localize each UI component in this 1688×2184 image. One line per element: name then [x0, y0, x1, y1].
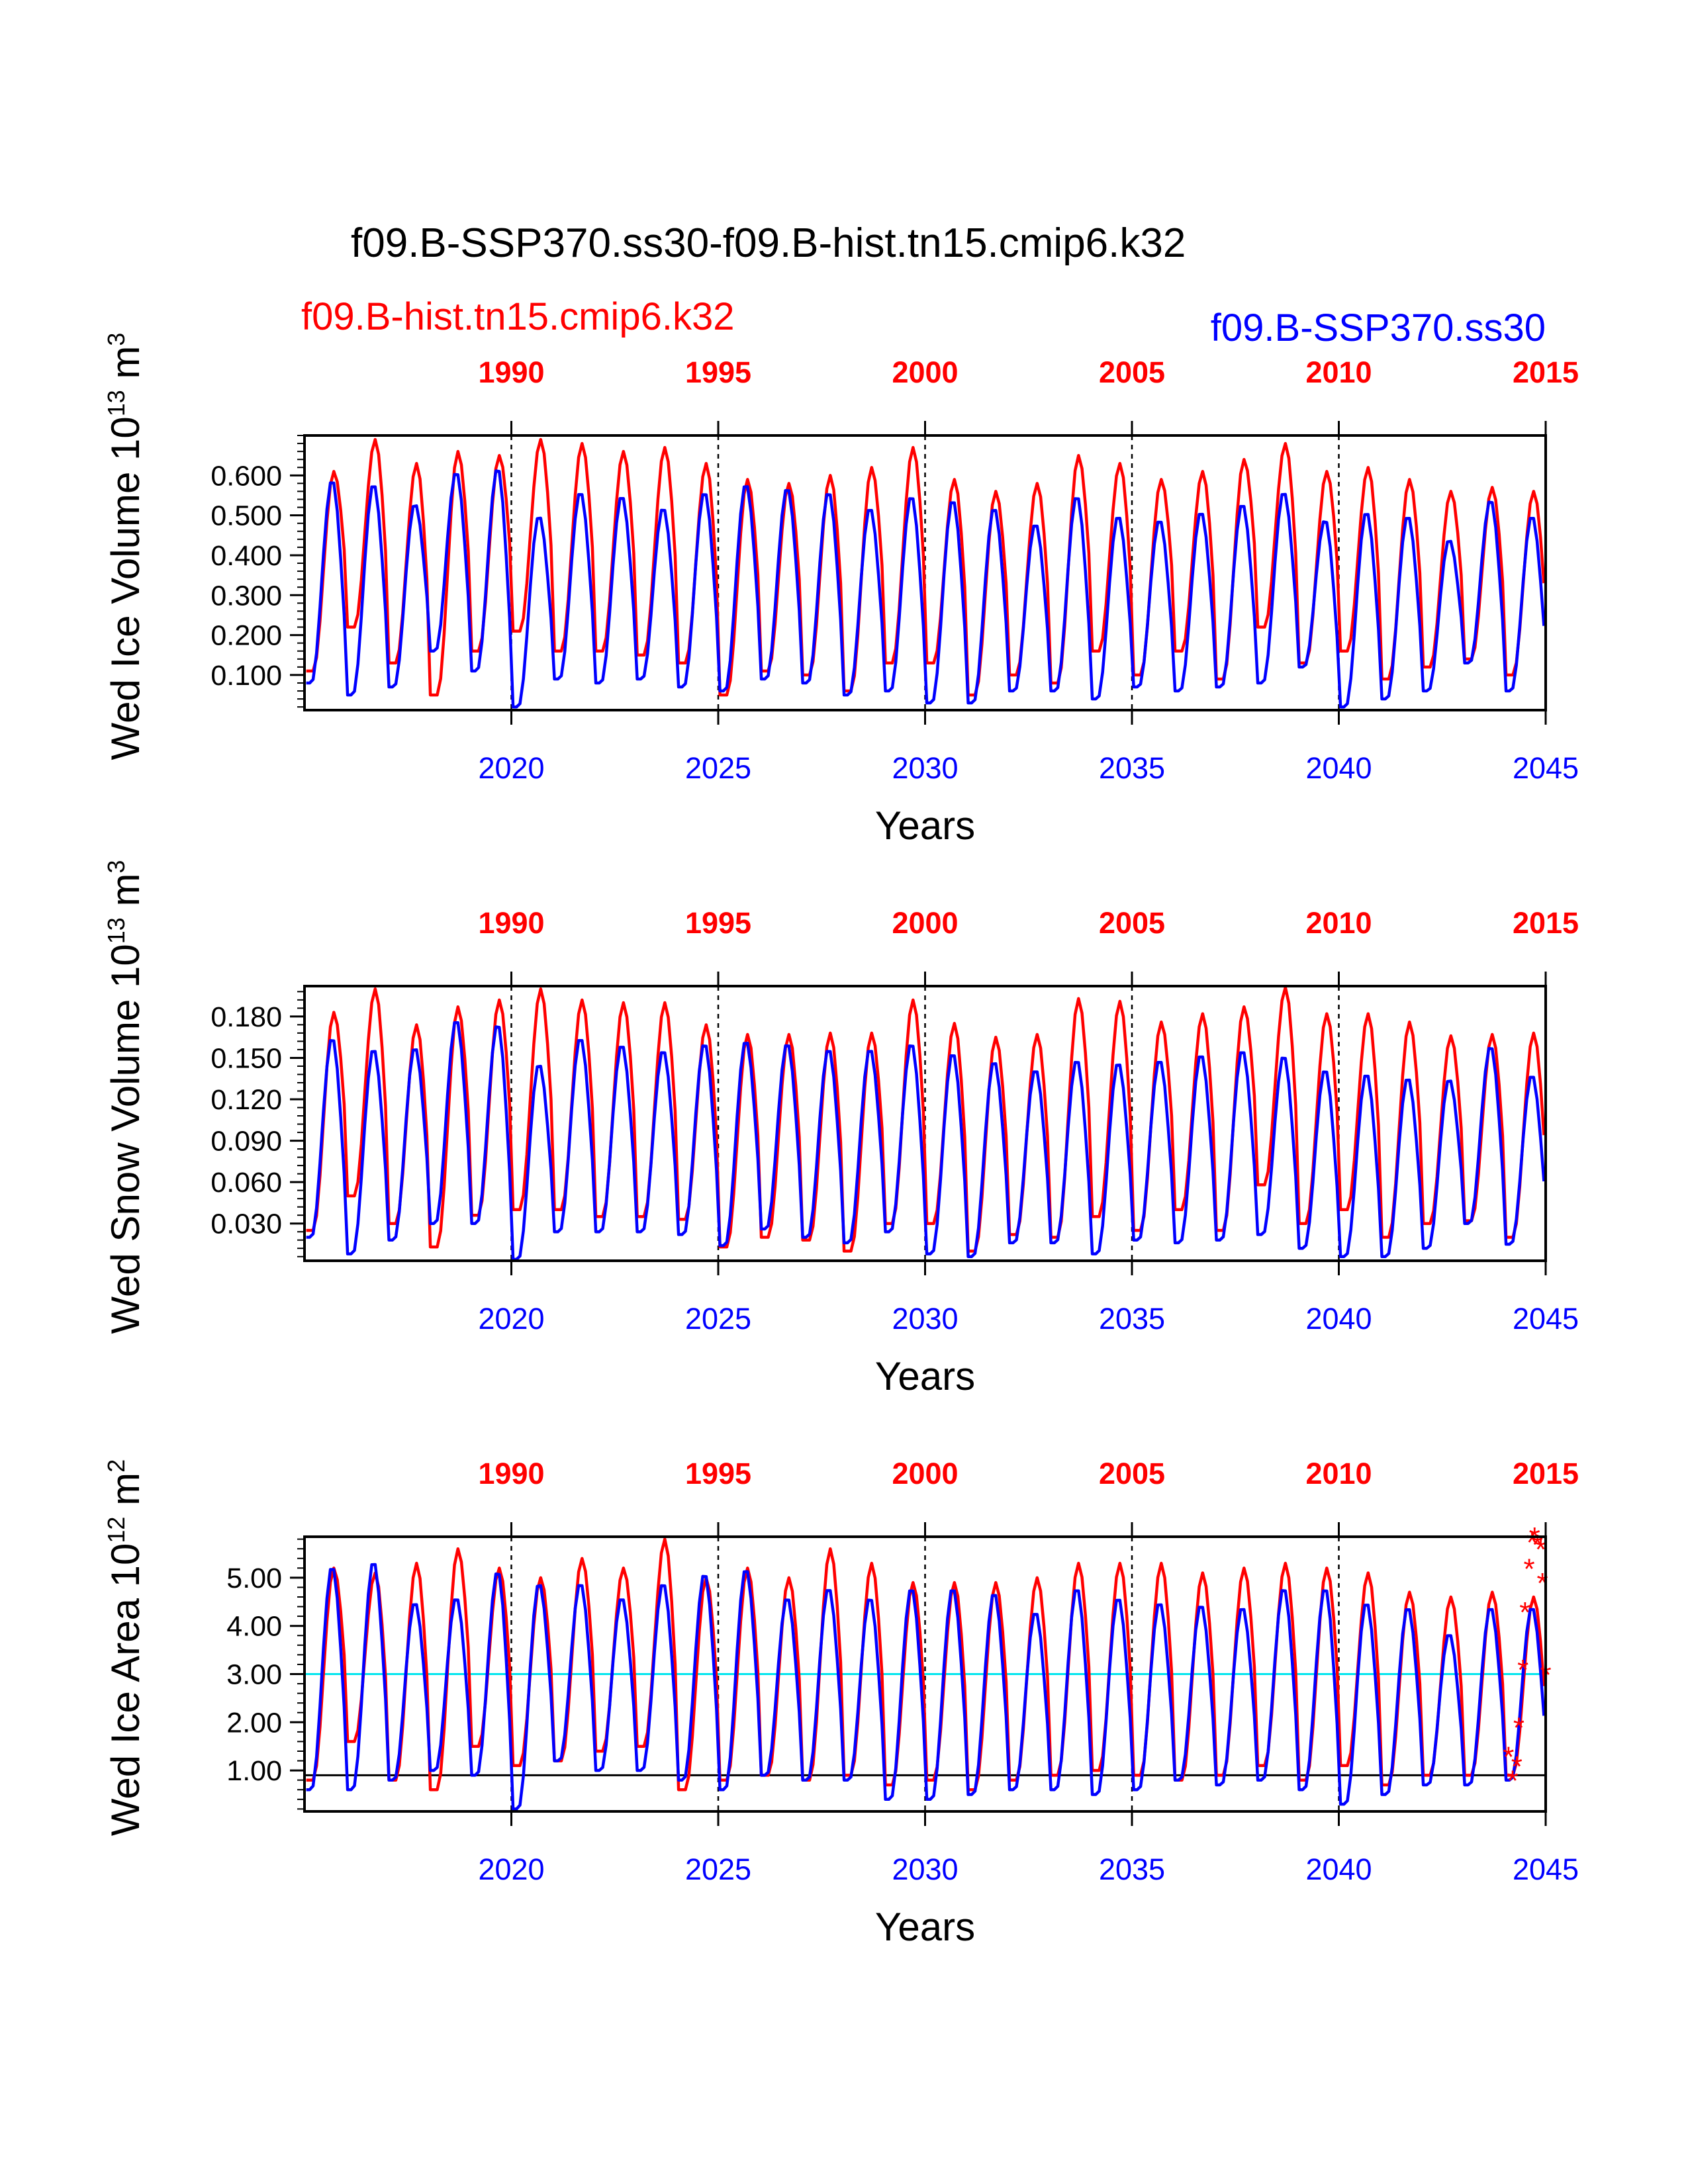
x-top-tick-label: 1995 [685, 906, 751, 940]
x-bottom-tick-label: 2025 [685, 751, 751, 785]
x-top-tick-label: 1990 [478, 355, 544, 389]
asterisk-marker: * [1517, 1654, 1528, 1686]
y-tick-label: 0.600 [211, 460, 282, 492]
asterisk-marker: * [1526, 1526, 1538, 1559]
x-top-tick-label: 2000 [892, 1457, 958, 1490]
x-top-tick-label: 2015 [1513, 1457, 1579, 1490]
x-bottom-tick-label: 2030 [892, 751, 958, 785]
y-tick-label: 3.00 [226, 1659, 282, 1691]
x-bottom-tick-label: 2045 [1513, 1852, 1579, 1886]
x-bottom-tick-label: 2030 [892, 1852, 958, 1886]
x-bottom-tick-label: 2040 [1305, 1302, 1372, 1336]
y-tick-label: 2.00 [226, 1707, 282, 1739]
asterisk-marker: * [1523, 1553, 1534, 1585]
y-axis-title-text: Wed Ice Volume 10 [103, 416, 148, 760]
x-bottom-tick-label: 2020 [478, 751, 544, 785]
y-tick-label: 0.100 [211, 660, 282, 692]
y-axis-title-superscript: 2 [103, 1459, 130, 1473]
y-tick-label: 4.00 [226, 1611, 282, 1643]
asterisk-marker: * [1507, 1765, 1518, 1797]
x-bottom-tick-label: 2045 [1513, 1302, 1579, 1336]
y-tick-label: 1.00 [226, 1755, 282, 1787]
x-top-tick-label: 1995 [685, 1457, 751, 1490]
legend-hist-label: f09.B-hist.tn15.cmip6.k32 [301, 295, 734, 338]
y-axis-title: Wed Ice Area 1012 m2 [103, 1459, 148, 1836]
x-bottom-tick-label: 2040 [1305, 1852, 1372, 1886]
panel-ice-volume: 0.100 0.200 0.300 0.400 0.500 0.600 2020 2025 20… [103, 333, 1579, 848]
series-line-ssp [306, 1563, 1546, 1811]
series-line-ssp [306, 469, 1546, 709]
y-axis-title: Wed Ice Volume 1013 m3 [103, 333, 148, 760]
y-axis-title-superscript: 3 [103, 333, 130, 346]
x-top-tick-label: 2015 [1513, 906, 1579, 940]
x-bottom-tick-label: 2025 [685, 1302, 751, 1336]
y-tick-label: 0.200 [211, 620, 282, 652]
x-top-tick-label: 2000 [892, 906, 958, 940]
y-axis-title-superscript: 13 [103, 917, 130, 944]
x-top-tick-label: 1995 [685, 355, 751, 389]
y-tick-label: 0.030 [211, 1208, 282, 1240]
y-axis-title-text: m [103, 1473, 148, 1517]
legend-ssp-label: f09.B-SSP370.ss30 [1211, 306, 1546, 349]
x-axis-title: Years [875, 1354, 975, 1398]
x-bottom-tick-label: 2035 [1099, 751, 1165, 785]
y-axis-title: Wed Snow Volume 1013 m3 [103, 860, 148, 1334]
x-bottom-tick-label: 2045 [1513, 751, 1579, 785]
y-axis-title-superscript: 12 [103, 1517, 130, 1543]
x-top-tick-label: 2005 [1099, 355, 1165, 389]
x-bottom-tick-label: 2025 [685, 1852, 751, 1886]
x-bottom-tick-label: 2035 [1099, 1852, 1165, 1886]
x-axis-title: Years [875, 803, 975, 848]
x-top-tick-label: 2005 [1099, 1457, 1165, 1490]
y-tick-label: 0.150 [211, 1042, 282, 1074]
x-top-tick-label: 2010 [1305, 906, 1372, 940]
y-axis-title-text: Wed Snow Volume 10 [103, 944, 148, 1334]
panel-snow-volume: 0.030 0.060 0.090 0.120 0.150 0.180 2020 2025 20… [103, 860, 1579, 1398]
y-axis-title-text: m [103, 346, 148, 390]
x-top-tick-label: 2010 [1305, 1457, 1372, 1490]
x-top-tick-label: 2000 [892, 355, 958, 389]
series-line-hist [306, 437, 1546, 697]
y-tick-label: 0.120 [211, 1084, 282, 1116]
y-axis-title-text: Wed Ice Area 10 [103, 1543, 148, 1837]
x-bottom-tick-label: 2030 [892, 1302, 958, 1336]
x-top-tick-label: 1990 [478, 906, 544, 940]
asterisk-marker: * [1535, 1533, 1546, 1566]
series-line-ssp [306, 1021, 1546, 1261]
x-axis-title: Years [875, 1905, 975, 1949]
x-bottom-tick-label: 2020 [478, 1852, 544, 1886]
x-top-tick-label: 2005 [1099, 906, 1165, 940]
x-bottom-tick-label: 2035 [1099, 1302, 1165, 1336]
y-tick-label: 0.400 [211, 540, 282, 572]
y-tick-label: 0.180 [211, 1001, 282, 1033]
asterisk-marker: * [1511, 1751, 1523, 1783]
y-axis-title-superscript: 13 [103, 390, 130, 416]
asterisk-marker: * [1519, 1596, 1530, 1629]
x-top-tick-label: 2010 [1305, 355, 1372, 389]
y-tick-label: 5.00 [226, 1563, 282, 1594]
y-axis-title-superscript: 3 [103, 860, 130, 874]
main-title: f09.B-SSP370.ss30-f09.B-hist.tn15.cmip6.… [351, 220, 1186, 266]
x-top-tick-label: 2015 [1513, 355, 1579, 389]
y-tick-label: 0.090 [211, 1126, 282, 1158]
x-bottom-tick-label: 2040 [1305, 751, 1372, 785]
y-axis-title-text: m [103, 874, 148, 918]
y-tick-label: 0.500 [211, 500, 282, 532]
asterisk-marker: * [1513, 1712, 1524, 1745]
y-tick-label: 0.060 [211, 1167, 282, 1199]
series-line-hist [306, 986, 1546, 1253]
y-tick-label: 0.300 [211, 580, 282, 612]
asterisk-marker: * [1503, 1741, 1514, 1773]
x-bottom-tick-label: 2020 [478, 1302, 544, 1336]
x-top-tick-label: 1990 [478, 1457, 544, 1490]
